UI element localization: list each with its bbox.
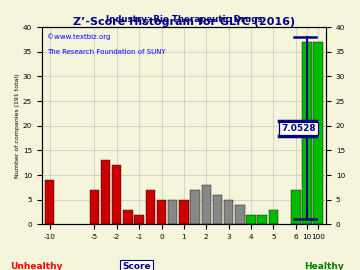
Bar — [269, 210, 278, 224]
Text: Unhealthy: Unhealthy — [10, 262, 62, 270]
Bar — [112, 165, 121, 224]
Bar — [134, 215, 144, 224]
Bar — [157, 200, 166, 224]
Bar — [145, 190, 155, 224]
Bar — [190, 190, 200, 224]
Text: 7.0528: 7.0528 — [281, 124, 316, 133]
Bar — [45, 180, 54, 224]
Title: Z’-Score Histogram for GLYC (2016): Z’-Score Histogram for GLYC (2016) — [73, 17, 295, 27]
Bar — [179, 200, 189, 224]
Bar — [224, 200, 233, 224]
Text: The Research Foundation of SUNY: The Research Foundation of SUNY — [48, 49, 166, 55]
Bar — [101, 160, 110, 224]
Bar — [168, 200, 177, 224]
Bar — [90, 190, 99, 224]
Text: Score: Score — [122, 262, 151, 270]
Bar — [257, 215, 267, 224]
Bar — [314, 42, 323, 224]
Bar — [202, 185, 211, 224]
Bar — [213, 195, 222, 224]
Text: Healthy: Healthy — [304, 262, 344, 270]
Bar — [235, 205, 244, 224]
Bar — [302, 42, 312, 224]
Text: ©www.textbiz.org: ©www.textbiz.org — [48, 33, 111, 40]
Bar — [123, 210, 133, 224]
Text: Industry: Bio Therapeutic Drugs: Industry: Bio Therapeutic Drugs — [105, 15, 262, 24]
Bar — [246, 215, 256, 224]
Bar — [291, 190, 301, 224]
Y-axis label: Number of companies (191 total): Number of companies (191 total) — [15, 73, 20, 178]
